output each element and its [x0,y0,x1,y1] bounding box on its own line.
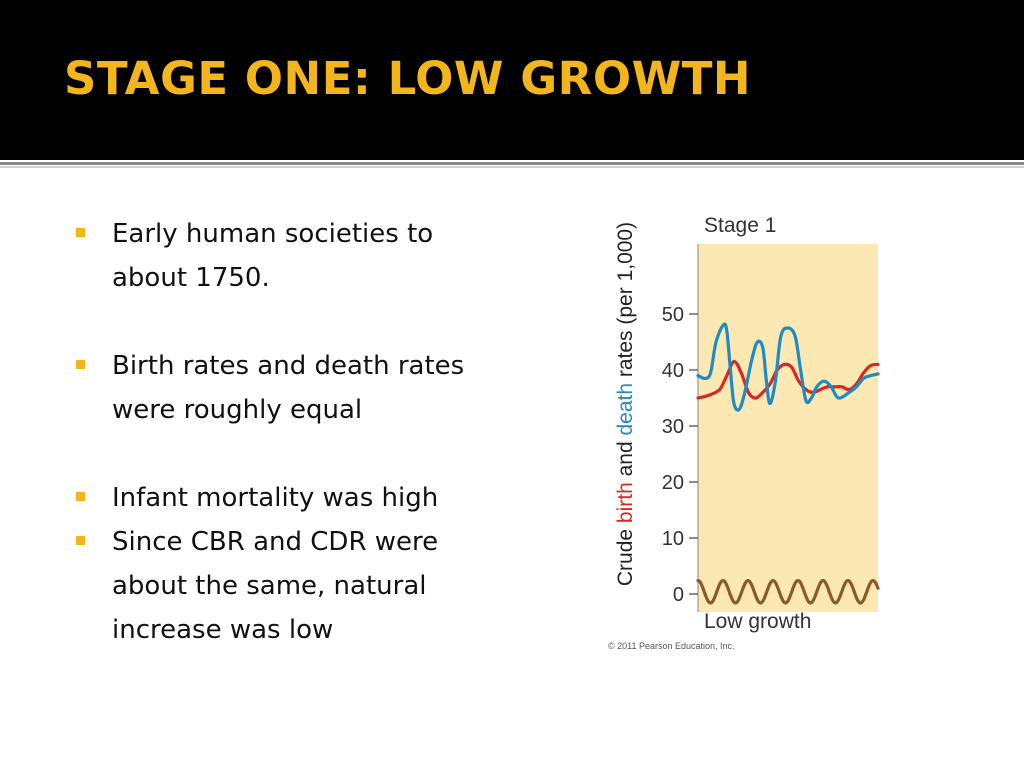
bullet-item: Since CBR and CDR were about the same, n… [76,520,516,652]
bullet-marker-icon [76,536,85,545]
series-lines [696,322,880,605]
series-line-birth [696,360,880,400]
bullet-text: Infant mortality was high [112,483,439,513]
bullet-list: Early human societies to about 1750. Bir… [76,212,516,652]
bottom-label: Low growth [704,610,811,633]
panel-label: Stage 1 [704,214,776,237]
y-tick-label: 30 [662,416,684,438]
bullet-item: Infant mortality was high [76,476,516,520]
bullet-text: Since CBR and CDR were about the same, n… [112,527,439,645]
divider-line-light [0,166,1024,168]
bullet-marker-icon [76,492,85,501]
bullet-marker-icon [76,228,85,237]
divider-line [0,162,1024,165]
y-tick-label: 20 [662,472,684,494]
y-axis: 0 10 20 30 40 50 [662,304,698,606]
stage-panel [698,244,878,612]
bullet-marker-icon [76,360,85,369]
bullet-item: Birth rates and death rates were roughly… [76,344,516,432]
bullet-text: Birth rates and death rates were roughly… [112,351,465,425]
title-bar: STAGE ONE: LOW GROWTH [0,0,1024,160]
y-tick-label: 0 [673,584,684,606]
demographic-chart: 0 10 20 30 40 50 Stage 1 Low growth © 2011 Pe… [608,214,880,651]
bullet-item: Early human societies to about 1750. [76,212,516,300]
series-line-death [696,322,880,412]
bullet-text: Early human societies to about 1750. [112,219,434,293]
y-tick-label: 40 [662,360,684,382]
y-axis-label: Crude birth and death rates (per 1,000) [614,222,637,586]
series-line-natural_increase [696,578,880,605]
copyright-credit: © 2011 Pearson Education, Inc. [608,641,735,651]
slide-title: STAGE ONE: LOW GROWTH [64,52,752,105]
y-tick-label: 10 [662,528,684,550]
y-tick-label: 50 [662,304,684,326]
